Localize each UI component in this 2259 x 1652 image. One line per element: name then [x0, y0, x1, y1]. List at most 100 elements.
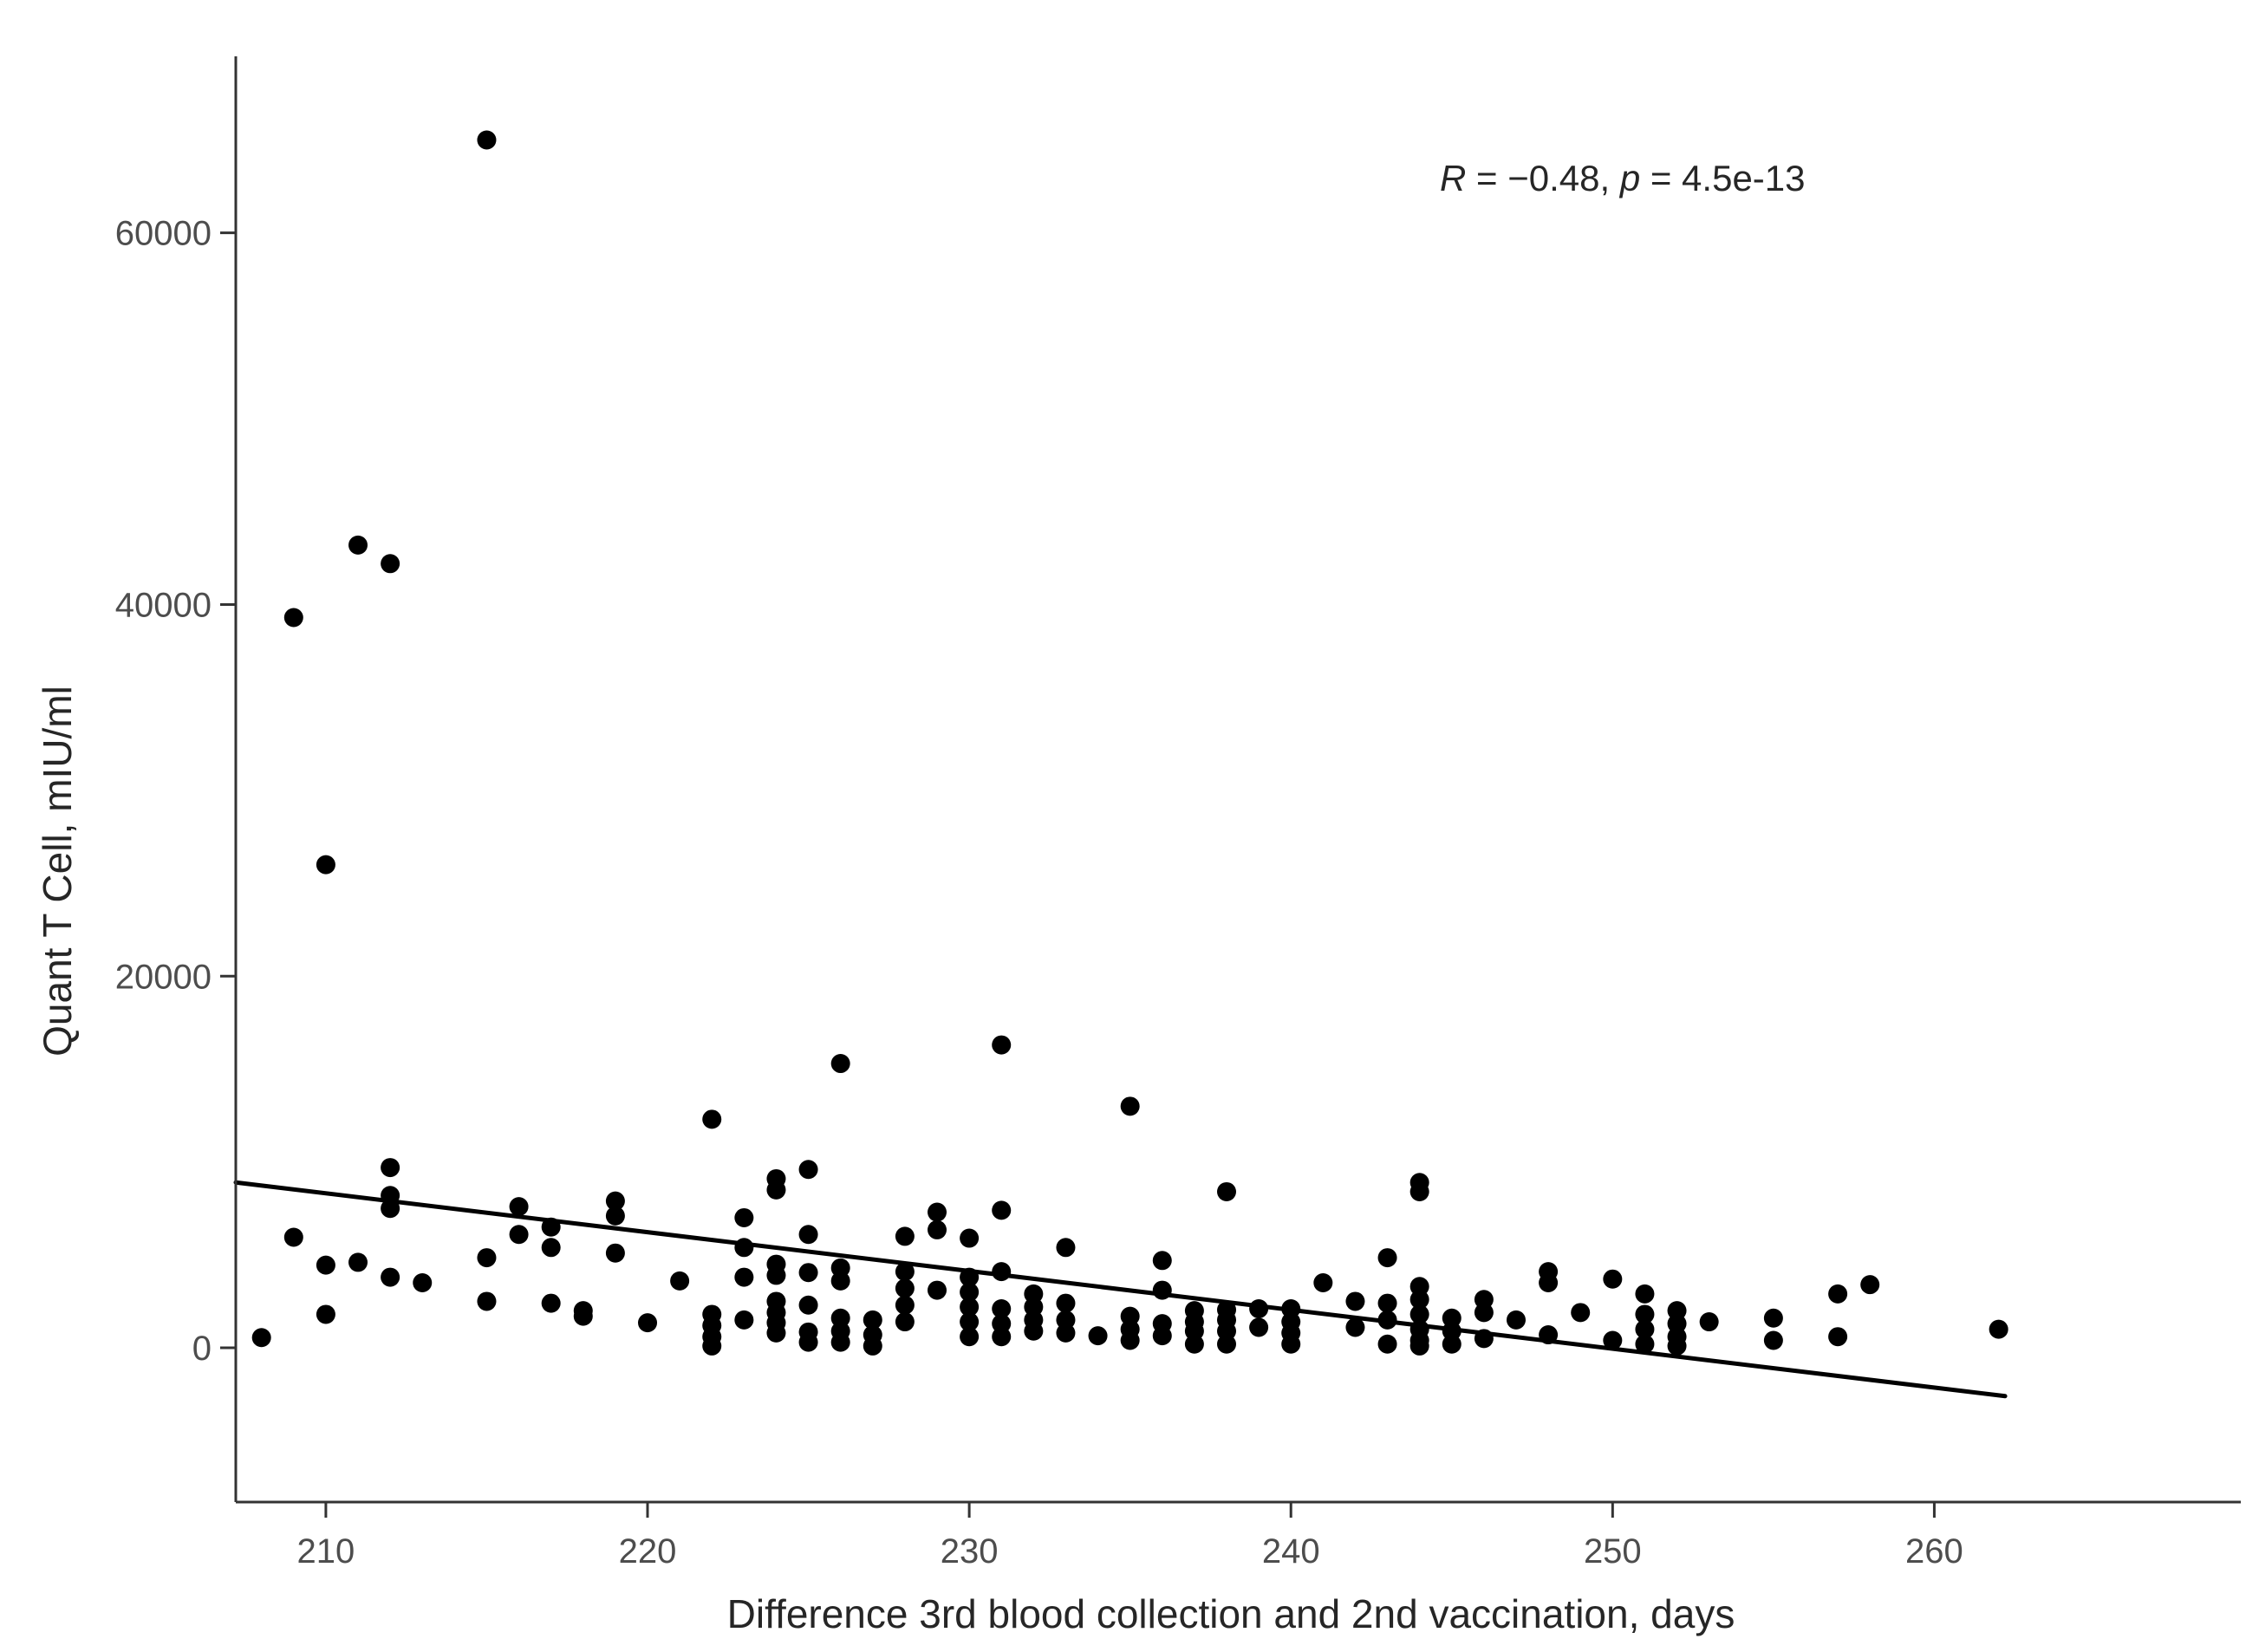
data-point — [1217, 1181, 1236, 1201]
data-point — [605, 1206, 625, 1226]
data-point — [1377, 1293, 1397, 1313]
data-point — [1667, 1336, 1687, 1356]
data-point — [251, 1328, 271, 1348]
data-point — [541, 1217, 561, 1237]
x-tick-label: 250 — [1584, 1532, 1642, 1571]
data-point — [1539, 1325, 1559, 1345]
data-point — [863, 1310, 882, 1330]
data-point — [1377, 1310, 1397, 1330]
data-point — [283, 608, 303, 628]
data-point — [1024, 1321, 1044, 1341]
y-axis-title: Quant T Cell, mIU/ml — [35, 686, 80, 1057]
data-point — [605, 1191, 625, 1211]
annotation-segment: = −0.48, — [1466, 158, 1619, 198]
data-point — [1635, 1284, 1655, 1304]
data-point — [1409, 1336, 1429, 1356]
data-point — [766, 1265, 786, 1285]
data-point — [1056, 1238, 1076, 1258]
axes-layer: 210 220 230 240 250 260 0 20000 40000 60000 — [115, 56, 2241, 1571]
x-tick-label: 230 — [941, 1532, 999, 1571]
data-point — [734, 1207, 754, 1227]
data-point — [992, 1035, 1012, 1055]
data-point — [348, 535, 368, 555]
data-point — [1409, 1304, 1429, 1324]
data-point — [381, 1158, 400, 1178]
data-point — [316, 855, 335, 875]
data-point — [1474, 1329, 1494, 1349]
data-point — [1442, 1334, 1462, 1354]
data-point — [1603, 1269, 1623, 1289]
data-point — [638, 1313, 658, 1333]
data-point — [798, 1332, 818, 1352]
data-point — [1763, 1330, 1783, 1350]
data-point — [316, 1304, 335, 1324]
data-point — [1217, 1334, 1236, 1354]
data-point — [1506, 1310, 1526, 1330]
data-point — [830, 1332, 850, 1352]
data-point — [1571, 1303, 1591, 1323]
x-tick-label: 260 — [1905, 1532, 1963, 1571]
data-point — [1763, 1308, 1783, 1328]
data-point — [1249, 1299, 1269, 1319]
data-point — [477, 1291, 497, 1311]
data-point — [798, 1225, 818, 1245]
annotation-segment: = 4.5e-13 — [1640, 158, 1805, 198]
data-point — [960, 1327, 980, 1347]
data-point — [605, 1243, 625, 1263]
annotation-segment: R — [1440, 158, 1466, 198]
data-point — [992, 1299, 1012, 1319]
data-point — [1056, 1293, 1076, 1313]
data-point — [830, 1054, 850, 1074]
data-point — [1345, 1317, 1365, 1337]
data-point — [381, 554, 400, 574]
data-point — [798, 1295, 818, 1315]
data-point — [766, 1180, 786, 1200]
data-point — [1152, 1251, 1172, 1271]
data-point — [541, 1293, 561, 1313]
x-tick-label: 220 — [619, 1532, 677, 1571]
data-point — [895, 1226, 915, 1246]
data-point — [1377, 1248, 1397, 1268]
data-point — [1152, 1326, 1172, 1346]
data-point — [992, 1327, 1012, 1347]
data-point — [670, 1271, 690, 1291]
data-point — [830, 1271, 850, 1291]
data-point — [1474, 1303, 1494, 1323]
data-point — [960, 1228, 980, 1248]
regression-line — [233, 1180, 2008, 1399]
points-layer — [251, 130, 2008, 1356]
x-tick-label: 240 — [1262, 1532, 1320, 1571]
data-point — [1120, 1330, 1140, 1350]
data-point — [1409, 1181, 1429, 1201]
y-tick-label: 0 — [192, 1330, 212, 1368]
data-point — [509, 1197, 529, 1217]
data-point — [992, 1200, 1012, 1220]
data-point — [960, 1282, 980, 1302]
data-point — [1635, 1304, 1655, 1324]
data-point — [509, 1225, 529, 1245]
data-point — [1828, 1327, 1848, 1347]
data-point — [477, 130, 497, 150]
data-point — [734, 1238, 754, 1258]
data-point — [1699, 1312, 1719, 1332]
data-point — [863, 1336, 882, 1356]
data-point — [1635, 1334, 1655, 1354]
y-tick-label: 40000 — [115, 586, 212, 624]
data-point — [381, 1267, 400, 1287]
data-point — [541, 1238, 561, 1258]
x-axis-title: Difference 3rd blood collection and 2nd … — [727, 1591, 1735, 1636]
data-point — [1377, 1334, 1397, 1354]
data-point — [798, 1160, 818, 1180]
data-point — [1828, 1284, 1848, 1304]
data-point — [895, 1278, 915, 1298]
data-point — [766, 1323, 786, 1343]
data-point — [960, 1312, 980, 1332]
data-point — [573, 1306, 593, 1326]
trend-line-layer — [233, 1180, 2008, 1399]
data-point — [928, 1280, 947, 1300]
data-point — [798, 1263, 818, 1283]
data-point — [1860, 1275, 1880, 1295]
data-point — [895, 1312, 915, 1332]
data-point — [1603, 1330, 1623, 1350]
